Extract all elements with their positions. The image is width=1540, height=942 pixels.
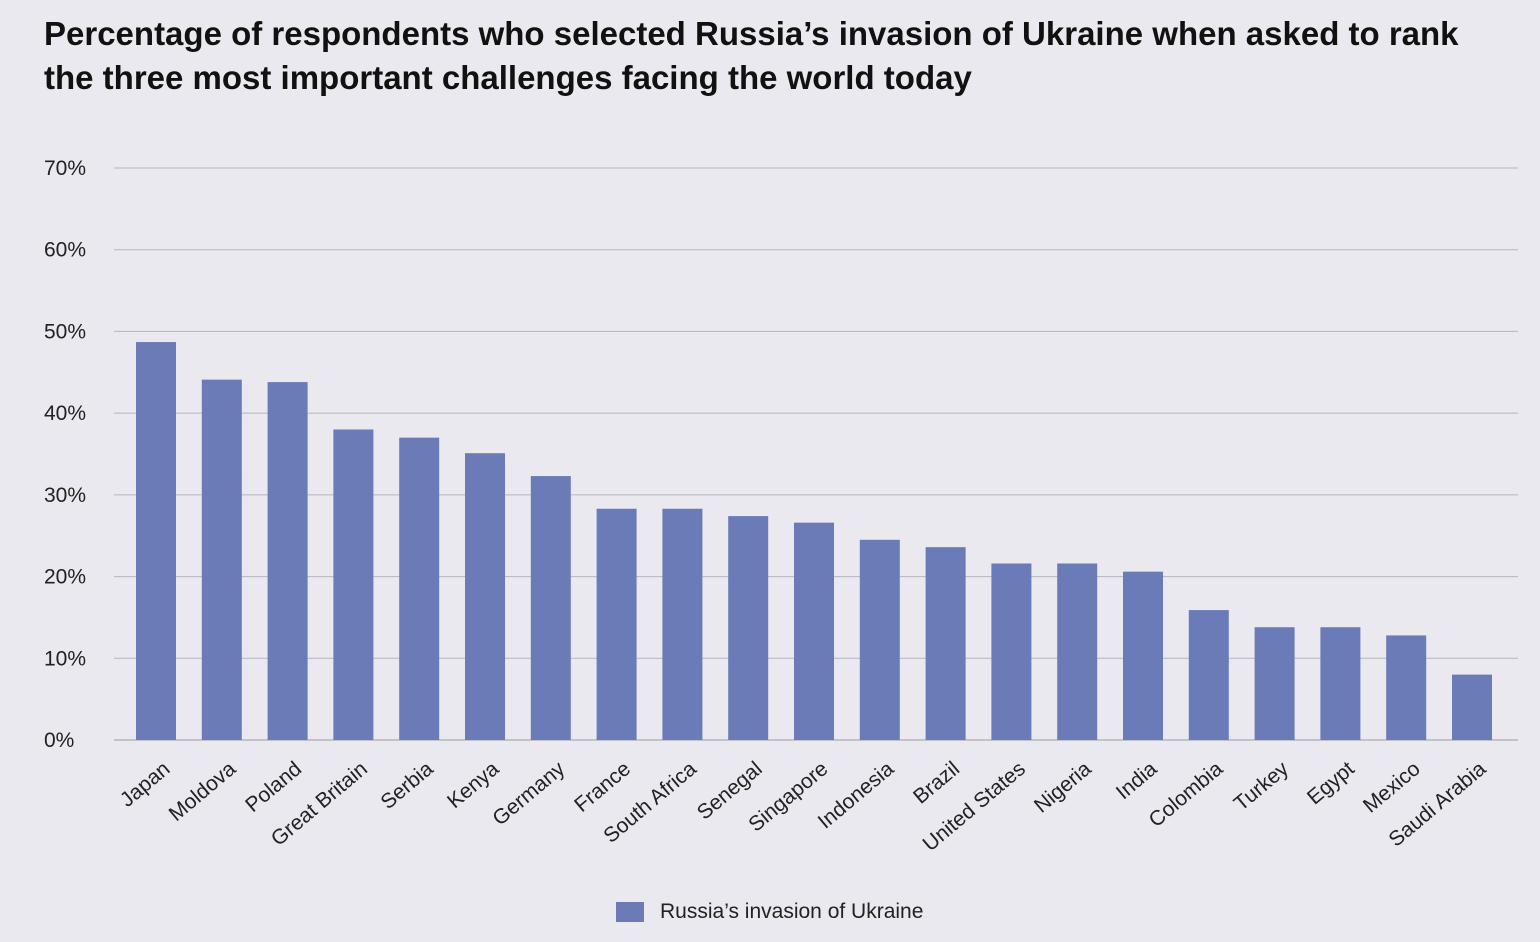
y-tick-label: 10% — [44, 647, 86, 670]
bar — [201, 379, 242, 740]
x-category-label: India — [1112, 757, 1162, 804]
y-tick-label: 40% — [44, 402, 86, 425]
bar — [1057, 563, 1098, 740]
chart-title: Percentage of respondents who selected R… — [44, 15, 1459, 96]
x-category-label: Japan — [116, 757, 175, 811]
bar — [991, 563, 1032, 740]
x-category-label: Brazil — [909, 757, 964, 808]
x-category-label: Egypt — [1303, 757, 1359, 809]
y-tick-label: 50% — [44, 320, 86, 343]
x-category-label: Turkey — [1230, 757, 1294, 816]
x-category-label: Colombia — [1145, 757, 1228, 832]
legend: Russia’s invasion of Ukraine — [616, 900, 923, 924]
legend-label: Russia’s invasion of Ukraine — [660, 900, 924, 923]
y-tick-label: 70% — [44, 157, 86, 180]
bar — [1452, 674, 1492, 740]
bar — [530, 476, 571, 740]
y-tick-label: 60% — [44, 239, 86, 262]
bars — [136, 342, 1492, 740]
bar — [1320, 627, 1361, 740]
x-category-label: Germany — [488, 757, 569, 830]
bar — [136, 342, 176, 740]
bar — [662, 508, 703, 740]
bar — [1123, 571, 1163, 740]
bar — [399, 437, 440, 740]
bar — [333, 429, 374, 740]
bar — [728, 516, 769, 740]
y-tick-label: 0% — [44, 729, 74, 752]
bar — [1254, 627, 1295, 740]
y-tick-label: 20% — [44, 566, 86, 589]
x-category-label: Nigeria — [1030, 757, 1096, 818]
y-tick-label: 30% — [44, 484, 86, 507]
bar — [596, 508, 637, 740]
x-category-label: Serbia — [376, 757, 438, 814]
x-category-label: Moldova — [165, 757, 241, 826]
bar — [1188, 610, 1229, 740]
bar — [465, 453, 505, 740]
bar — [267, 382, 308, 740]
bar — [859, 539, 900, 740]
legend-swatch — [616, 902, 644, 922]
bar — [1386, 635, 1427, 740]
bar — [794, 522, 834, 740]
bar — [925, 547, 966, 740]
y-axis-ticks: 0% 10% 20% 30% 40% 50% 60% 70% — [44, 157, 86, 752]
x-category-label: Kenya — [443, 757, 504, 813]
